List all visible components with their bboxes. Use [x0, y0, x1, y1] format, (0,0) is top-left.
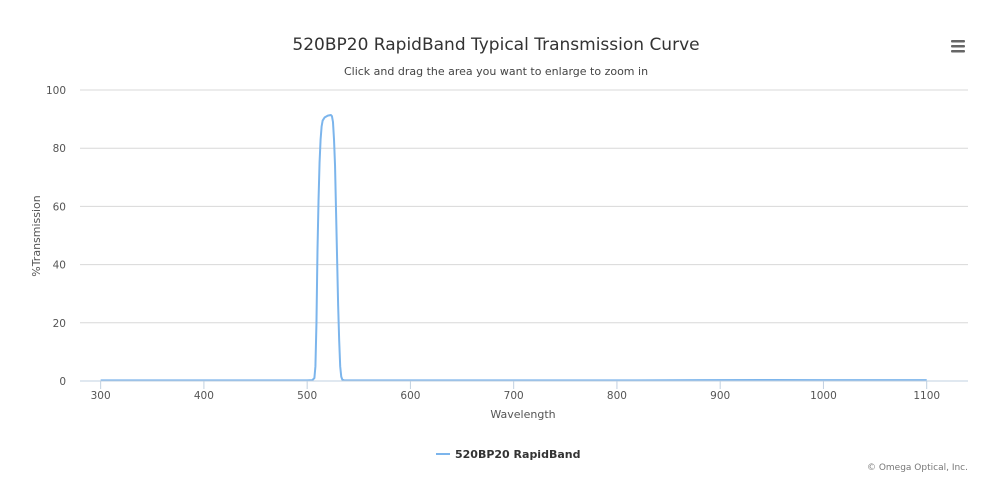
- x-tick-label: 1100: [913, 390, 940, 402]
- x-tick-label: 800: [607, 390, 627, 402]
- y-tick-label: 40: [53, 260, 66, 272]
- y-tick-label: 0: [59, 376, 66, 388]
- x-tick-label: 700: [504, 390, 524, 402]
- grid-lines: [80, 89, 968, 324]
- series-layer: [100, 114, 927, 382]
- credit-text[interactable]: © Omega Optical, Inc.: [867, 463, 968, 473]
- x-tick-label: 500: [297, 390, 317, 402]
- legend-label: 520BP20 RapidBand: [455, 448, 580, 461]
- y-tick-label: 60: [53, 201, 66, 213]
- y-tick-label: 80: [53, 143, 66, 155]
- hamburger-menu-icon[interactable]: [944, 34, 972, 58]
- x-tick-label: 900: [710, 390, 730, 402]
- x-tick-label: 600: [400, 390, 420, 402]
- y-tick-label: 20: [53, 318, 66, 330]
- y-axis-label: %Transmission: [30, 195, 43, 277]
- axes: 0 20 40 60 80 100 300 400 500 600 700 800 900 1000 110…: [46, 85, 968, 402]
- x-tick-label: 300: [91, 390, 111, 402]
- series-line[interactable]: [100, 114, 927, 382]
- legend-item[interactable]: 520BP20 RapidBand: [436, 448, 580, 461]
- x-tick-label: 1000: [810, 390, 837, 402]
- y-tick-label: 100: [46, 85, 66, 97]
- x-axis-label: Wavelength: [490, 408, 555, 421]
- chart-subtitle: Click and drag the area you want to enla…: [344, 65, 648, 78]
- x-tick-label: 400: [194, 390, 214, 402]
- chart-title: 520BP20 RapidBand Typical Transmission C…: [292, 35, 699, 55]
